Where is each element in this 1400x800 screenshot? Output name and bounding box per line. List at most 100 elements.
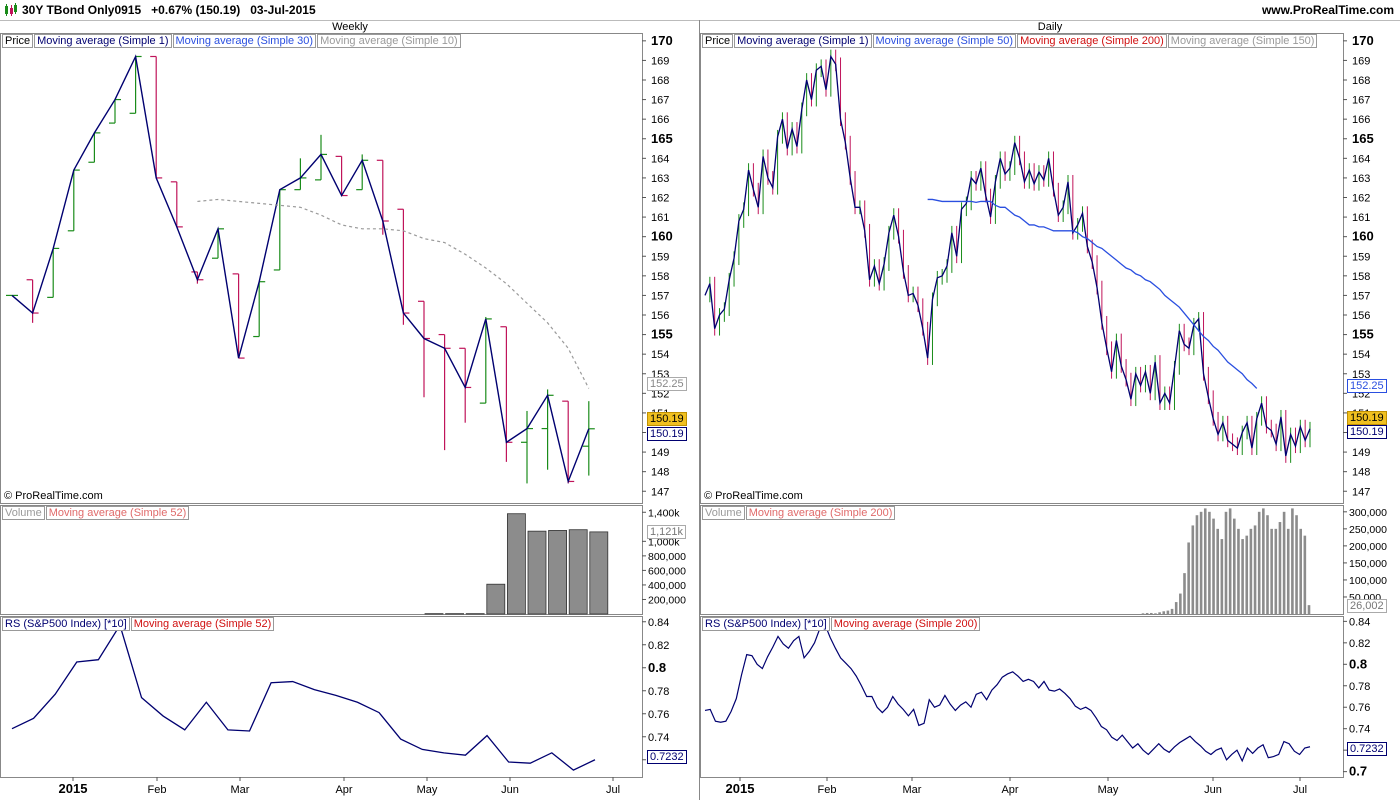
legend-ma-simple-200[interactable]: Moving average (Simple 200) [1017, 34, 1167, 48]
daily-rs-line [704, 623, 1311, 763]
legend-rs[interactable]: RS (S&P500 Index) [*10] [702, 617, 830, 631]
weekly-price-tick-label: 160 [651, 229, 673, 244]
weekly-volume-bar [548, 530, 567, 615]
legend-ma-simple-50[interactable]: Moving average (Simple 50) [872, 34, 1017, 48]
weekly-price-tick-label: 159 [651, 251, 669, 263]
daily-volume-bar [1237, 528, 1240, 614]
legend-ma-simple-1[interactable]: Moving average (Simple 1) [734, 34, 872, 48]
daily-price-tick-label: 164 [1352, 153, 1370, 165]
daily-volume-tick-label: 100,000 [1349, 575, 1387, 587]
daily-volume-bar [1150, 612, 1153, 614]
weekly-rs-tick-label: 0.84 [648, 617, 669, 629]
legend-price[interactable]: Price [702, 34, 734, 48]
daily-price-legend: Price Moving average (Simple 1) Moving a… [702, 34, 1318, 48]
daily-price-tick-label: 154 [1352, 349, 1370, 361]
daily-volume-bar [1145, 612, 1149, 614]
daily-price-tick-label: 156 [1352, 310, 1370, 322]
weekly-volume-bar [506, 513, 526, 615]
weekly-price-tick-label: 164 [651, 153, 669, 165]
weekly-rs-tick-label: 0.8 [648, 660, 666, 675]
weekly-price-tick-label: 166 [651, 114, 669, 126]
instrument-header: 30Y TBond Only0915 +0.67% (150.19) 03-Ju… [22, 3, 316, 17]
daily-volume-bar [1295, 515, 1298, 614]
weekly-volume-panel-frame [0, 505, 643, 615]
weekly-price-tick-label: 167 [651, 95, 669, 107]
legend-ma-simple-30[interactable]: Moving average (Simple 30) [172, 34, 317, 48]
daily-x-tick-label: Mar [903, 784, 922, 796]
weekly-x-tick-label: Jul [606, 784, 620, 796]
daily-volume-bar [1183, 573, 1186, 614]
weekly-rs-line [11, 623, 596, 771]
weekly-last-price-label: 150.19 [647, 412, 687, 426]
daily-ma50-line [927, 198, 1258, 389]
daily-volume-bar [1266, 515, 1269, 614]
weekly-volume-bar [486, 583, 506, 615]
daily-volume-panel-frame [700, 505, 1344, 615]
legend-price[interactable]: Price [2, 34, 34, 48]
weekly-volume-value-label: 1,121k [647, 525, 687, 539]
daily-volume-bar [1220, 539, 1224, 614]
daily-price-tick-label: 148 [1352, 467, 1370, 479]
daily-volume-bar [1228, 508, 1232, 614]
daily-price-tick-label: 158 [1352, 271, 1370, 283]
weekly-x-tick-label: Apr [335, 784, 352, 796]
weekly-rs-panel-frame [0, 616, 643, 778]
legend-rs-ma[interactable]: Moving average (Simple 52) [130, 617, 275, 631]
daily-volume-bar [1195, 515, 1199, 614]
daily-volume-bar [1245, 535, 1249, 614]
weekly-price-tick-label: 152 [651, 388, 669, 400]
legend-ma-simple-10[interactable]: Moving average (Simple 10) [317, 34, 461, 48]
website-link[interactable]: www.ProRealTime.com [1261, 3, 1394, 17]
weekly-price-tick-label: 155 [651, 327, 673, 342]
instrument-name: 30Y TBond Only0915 [22, 3, 142, 17]
daily-chart-title: Daily [1037, 21, 1063, 33]
weekly-price-tick-label: 161 [651, 212, 669, 224]
weekly-price-tick-label: 154 [651, 349, 669, 361]
daily-volume-bar [1278, 522, 1282, 614]
daily-ma50-value-label: 152.25 [1347, 379, 1387, 393]
daily-x-tick-label: May [1098, 784, 1119, 796]
legend-volume-ma[interactable]: Moving average (Simple 52) [45, 506, 190, 520]
weekly-x-tick-label: 2015 [59, 781, 88, 796]
daily-volume-bar [1199, 511, 1203, 614]
weekly-ma-value-label: 152.25 [647, 377, 687, 391]
daily-volume-bar [1154, 613, 1157, 614]
legend-volume[interactable]: Volume [702, 506, 745, 520]
daily-volume-bar [1303, 535, 1307, 614]
legend-rs[interactable]: RS (S&P500 Index) [*10] [2, 617, 130, 631]
daily-volume-tick-label: 250,000 [1349, 524, 1387, 536]
weekly-price-tick-label: 168 [651, 75, 669, 87]
legend-volume[interactable]: Volume [2, 506, 45, 520]
weekly-x-tick-label: Feb [148, 784, 167, 796]
legend-volume-ma[interactable]: Moving average (Simple 200) [745, 506, 896, 520]
daily-volume-bar [1241, 539, 1244, 614]
daily-volume-bar [1174, 602, 1178, 614]
weekly-price-tick-label: 170 [651, 33, 673, 48]
daily-price-panel-frame [700, 33, 1344, 504]
weekly-rs-legend: RS (S&P500 Index) [*10] Moving average (… [2, 617, 275, 631]
weekly-volume-bar [589, 531, 609, 615]
daily-x-tick-label: Jul [1293, 784, 1307, 796]
daily-volume-tick-label: 300,000 [1349, 507, 1387, 519]
daily-price-tick-label: 160 [1352, 229, 1374, 244]
legend-ma-simple-150[interactable]: Moving average (Simple 150) [1167, 34, 1318, 48]
header-date: 03-Jul-2015 [250, 3, 316, 17]
weekly-rs-tick-label: 0.78 [648, 686, 669, 698]
daily-copyright: © ProRealTime.com [704, 490, 803, 502]
weekly-volume-tick-label: 1,000k [648, 536, 680, 548]
daily-volume-bar [1141, 613, 1145, 614]
weekly-price-tick-label: 149 [651, 447, 669, 459]
daily-volume-bar [1216, 528, 1219, 614]
weekly-price-legend: Price Moving average (Simple 1) Moving a… [2, 34, 462, 48]
daily-price-tick-label: 149 [1352, 447, 1370, 459]
legend-rs-ma[interactable]: Moving average (Simple 200) [830, 617, 981, 631]
legend-ma-simple-1[interactable]: Moving average (Simple 1) [34, 34, 172, 48]
daily-volume-bar [1212, 518, 1215, 614]
daily-rs-tick-label: 0.76 [1349, 702, 1370, 714]
weekly-volume-bar [568, 529, 588, 615]
weekly-close-line [11, 54, 590, 484]
daily-volume-bar [1191, 525, 1195, 614]
daily-volume-bar [1166, 610, 1170, 614]
weekly-price-tick-label: 158 [651, 271, 669, 283]
weekly-volume-tick-label: 1,400k [648, 507, 680, 519]
